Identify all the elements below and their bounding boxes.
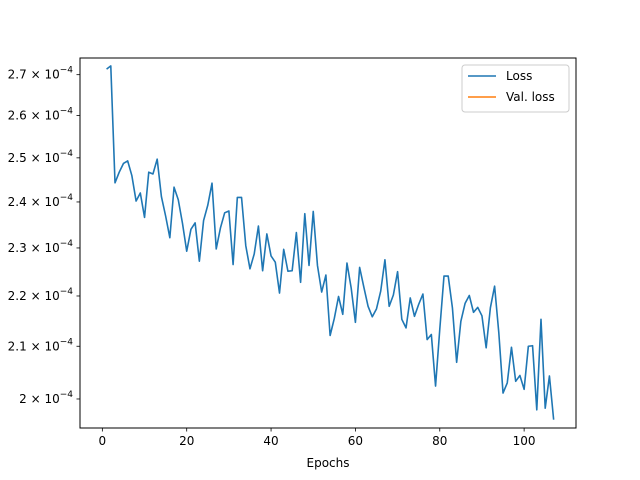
y-tick-times: × <box>27 339 45 353</box>
y-tick-mantissa: 2.3 <box>8 241 27 255</box>
y-tick-exponent: −4 <box>60 106 74 116</box>
y-tick-mantissa: 2 <box>19 392 27 406</box>
axes-frame <box>79 57 577 429</box>
y-tick-base: 10 <box>44 241 59 255</box>
y-tick-times: × <box>27 195 45 209</box>
y-tick-times: × <box>27 108 45 122</box>
y-tick-label: 2.5 × 10−4 <box>8 149 74 165</box>
y-tick-mantissa: 2.2 <box>8 289 27 303</box>
y-tick-label: 2.1 × 10−4 <box>8 337 74 353</box>
series-line-loss <box>106 65 555 420</box>
y-axis: 2 × 10−42.1 × 10−42.2 × 10−42.3 × 10−42.… <box>8 66 80 406</box>
y-tick-base: 10 <box>44 108 59 122</box>
y-tick-label: 2.7 × 10−4 <box>8 66 74 82</box>
x-tick-label: 60 <box>348 434 363 448</box>
y-tick-times: × <box>27 68 45 82</box>
y-tick-base: 10 <box>44 289 59 303</box>
y-tick-exponent: −4 <box>60 337 74 347</box>
y-tick-times: × <box>27 289 45 303</box>
y-tick-exponent: −4 <box>60 149 74 159</box>
legend-label-val-loss: Val. loss <box>506 90 555 104</box>
x-tick-label: 0 <box>99 434 107 448</box>
y-tick-exponent: −4 <box>60 193 74 203</box>
y-tick-label: 2 × 10−4 <box>19 390 73 406</box>
y-tick-label: 2.6 × 10−4 <box>8 106 74 122</box>
y-tick-exponent: −4 <box>60 287 74 297</box>
x-tick-label: 80 <box>432 434 447 448</box>
x-tick-label: 20 <box>179 434 194 448</box>
y-tick-base: 10 <box>44 392 59 406</box>
y-tick-mantissa: 2.1 <box>8 339 27 353</box>
plot-area <box>106 65 555 420</box>
x-axis: 0 20 40 60 80 100 <box>99 428 536 448</box>
y-tick-base: 10 <box>44 68 59 82</box>
legend: Loss Val. loss <box>461 64 570 113</box>
y-tick-label: 2.2 × 10−4 <box>8 287 74 303</box>
y-tick-times: × <box>27 392 45 406</box>
legend-label-loss: Loss <box>506 69 532 83</box>
y-tick-exponent: −4 <box>60 66 74 76</box>
y-tick-label: 2.3 × 10−4 <box>8 239 74 255</box>
y-tick-times: × <box>27 151 45 165</box>
y-tick-base: 10 <box>44 195 59 209</box>
y-tick-base: 10 <box>44 339 59 353</box>
x-axis-label: Epochs <box>307 456 350 470</box>
y-tick-mantissa: 2.6 <box>8 108 27 122</box>
y-tick-mantissa: 2.4 <box>8 195 27 209</box>
y-tick-mantissa: 2.7 <box>8 68 27 82</box>
x-tick-label: 40 <box>263 434 278 448</box>
x-tick-label: 100 <box>513 434 536 448</box>
y-tick-exponent: −4 <box>60 239 74 249</box>
y-tick-exponent: −4 <box>60 390 74 400</box>
y-tick-mantissa: 2.5 <box>8 151 27 165</box>
y-tick-times: × <box>27 241 45 255</box>
y-tick-base: 10 <box>44 151 59 165</box>
y-tick-label: 2.4 × 10−4 <box>8 193 74 209</box>
